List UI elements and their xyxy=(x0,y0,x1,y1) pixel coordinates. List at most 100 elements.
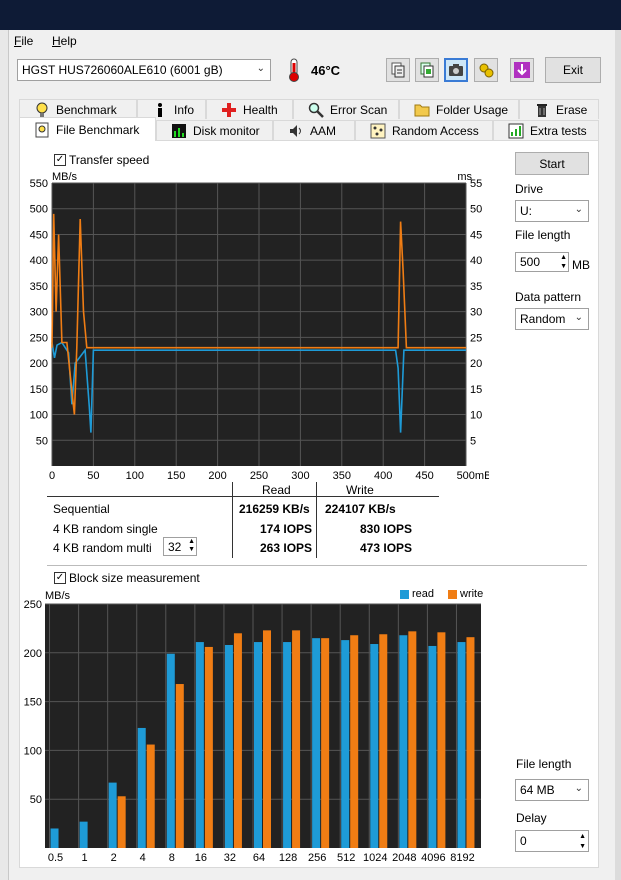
y-right-tick-label: 35 xyxy=(470,281,482,293)
bar-read xyxy=(254,642,262,848)
options-icon xyxy=(479,63,494,78)
bar-read xyxy=(283,642,292,848)
row-label-sequential: Sequential xyxy=(53,502,110,516)
bar-read xyxy=(312,638,321,848)
bar-read xyxy=(50,828,59,848)
row-label-random-single: 4 KB random single xyxy=(53,522,158,536)
block-file-length-select[interactable]: 64 MB ⌄ xyxy=(515,779,589,801)
y-tick-label: 150 xyxy=(24,697,42,709)
block-file-length-label: File length xyxy=(516,757,572,771)
copy-button[interactable] xyxy=(386,58,410,82)
extra-tests-icon xyxy=(508,123,524,139)
drive-select[interactable]: HGST HUS726060ALE610 (6001 gB) ⌄ xyxy=(17,59,271,81)
file-length-label: File length xyxy=(515,228,571,242)
x-tick-label: 500mB xyxy=(457,470,489,480)
health-cross-icon xyxy=(221,102,237,118)
random-access-icon xyxy=(370,123,386,139)
file-benchmark-icon xyxy=(34,122,50,138)
table-divider xyxy=(47,496,439,497)
y-right-tick-label: 40 xyxy=(470,255,482,267)
transfer-speed-label: Transfer speed xyxy=(69,153,150,167)
header-read: Read xyxy=(262,483,291,497)
y-right-tick-label: 10 xyxy=(470,410,482,422)
x-tick-label: 4096 xyxy=(421,852,445,864)
tab-benchmark[interactable]: Benchmark xyxy=(19,99,137,119)
tab-label: Benchmark xyxy=(56,102,117,117)
bar-write xyxy=(146,744,155,848)
disk-monitor-icon xyxy=(171,123,187,139)
data-pattern-label: Data pattern xyxy=(515,290,582,304)
y-tick-label: 250 xyxy=(30,332,48,344)
x-tick-label: 1 xyxy=(82,852,88,864)
bar-write xyxy=(466,637,475,848)
x-tick-label: 32 xyxy=(224,852,236,864)
delay-stepper[interactable]: 0 ▲ ▼ xyxy=(515,830,589,852)
y-tick-label: 300 xyxy=(30,307,48,319)
tab-label: Disk monitor xyxy=(193,123,260,138)
sequential-write: 224107 KB/s xyxy=(325,502,396,516)
y-tick-label: 500 xyxy=(30,204,48,216)
x-tick-label: 2 xyxy=(111,852,117,864)
x-tick-label: 350 xyxy=(333,470,351,480)
data-pattern-select[interactable]: Random ⌄ xyxy=(515,308,589,330)
queue-depth-stepper[interactable]: 32 ▲ ▼ xyxy=(163,537,197,556)
y-right-tick-label: 30 xyxy=(470,307,482,319)
y-tick-label: 150 xyxy=(30,384,48,396)
drive-letter-select[interactable]: U: ⌄ xyxy=(515,200,589,222)
screenshot-button[interactable] xyxy=(444,58,468,82)
tab-file-benchmark[interactable]: File Benchmark xyxy=(19,117,156,141)
save-button[interactable] xyxy=(510,58,534,82)
copy-text-button[interactable] xyxy=(415,58,439,82)
tab-label: Extra tests xyxy=(530,123,587,138)
exit-button[interactable]: Exit xyxy=(545,57,601,83)
y-right-tick-label: 15 xyxy=(470,384,482,396)
tab-info[interactable]: Info xyxy=(137,99,206,119)
tab-extra-tests[interactable]: Extra tests xyxy=(493,120,599,140)
tab-label: Health xyxy=(243,102,278,117)
transfer-speed-checkbox[interactable]: ✓ xyxy=(54,154,66,166)
y-right-tick-label: 25 xyxy=(470,332,482,344)
x-tick-label: 150 xyxy=(167,470,185,480)
tab-health[interactable]: Health xyxy=(206,99,293,119)
bar-read xyxy=(224,644,233,848)
y-tick-label: 50 xyxy=(30,794,42,806)
x-tick-label: 300 xyxy=(291,470,309,480)
block-size-checkbox[interactable]: ✓ xyxy=(54,572,66,584)
x-tick-label: 2048 xyxy=(392,852,416,864)
tab-label: AAM xyxy=(310,123,337,138)
tab-error-scan[interactable]: Error Scan xyxy=(293,99,399,119)
info-icon xyxy=(152,102,168,118)
tab-disk-monitor[interactable]: Disk monitor xyxy=(156,120,273,140)
tab-label: Erase xyxy=(556,102,588,117)
y-tick-label: 400 xyxy=(30,255,48,267)
y-axis-label: MB/s xyxy=(45,590,71,602)
y-tick-label: 100 xyxy=(30,410,48,422)
row-label-random-multi: 4 KB random multi xyxy=(53,541,152,555)
thermometer-icon xyxy=(283,57,305,83)
start-button[interactable]: Start xyxy=(515,152,589,175)
tab-erase[interactable]: Erase xyxy=(519,99,599,119)
tab-random-access[interactable]: Random Access xyxy=(355,120,493,140)
y-right-tick-label: 20 xyxy=(470,358,482,370)
y-tick-label: 250 xyxy=(24,599,42,611)
bar-write xyxy=(263,630,271,848)
series-line-write xyxy=(51,213,466,415)
bar-write xyxy=(408,631,417,848)
tab-aam[interactable]: AAM xyxy=(273,120,355,140)
tab-label: File Benchmark xyxy=(56,122,140,137)
menu-file[interactable]: File xyxy=(14,34,34,48)
bar-read xyxy=(457,642,466,848)
y-tick-label: 550 xyxy=(30,178,48,190)
random-single-write: 830 IOPS xyxy=(360,522,413,536)
chevron-down-icon: ⌄ xyxy=(574,204,583,215)
menu-help[interactable]: Help xyxy=(52,34,77,48)
options-button[interactable] xyxy=(474,58,498,82)
bar-read xyxy=(79,821,88,848)
delay-label: Delay xyxy=(516,811,547,825)
legend-read-label: read xyxy=(412,588,435,600)
random-multi-read: 263 IOPS xyxy=(260,541,313,555)
legend-read-swatch xyxy=(400,590,409,599)
tab-folder-usage[interactable]: Folder Usage xyxy=(399,99,519,119)
file-length-stepper[interactable]: 500 ▲ ▼ xyxy=(515,252,569,272)
save-icon xyxy=(514,62,530,78)
